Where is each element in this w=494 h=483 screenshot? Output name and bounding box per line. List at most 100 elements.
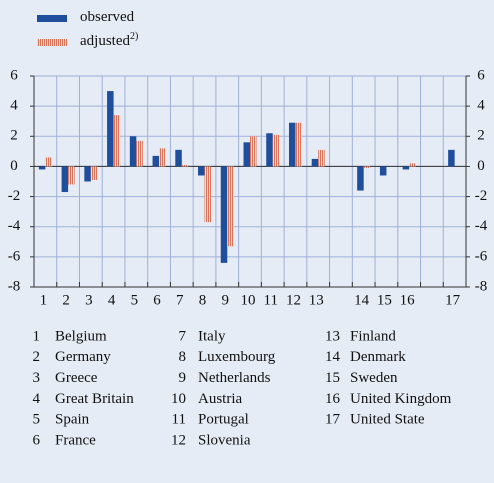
bar — [318, 149, 325, 167]
key-number: 11 — [172, 412, 186, 428]
key-number: 10 — [171, 391, 186, 407]
y-tick-label: -8 — [8, 278, 21, 294]
bar — [136, 140, 143, 167]
key-name: Italy — [198, 328, 226, 344]
x-tick-label: 10 — [241, 292, 256, 308]
key-name: France — [55, 432, 96, 448]
bar — [107, 91, 114, 167]
key-number: 17 — [325, 412, 341, 428]
bar — [357, 166, 364, 191]
key-name: Austria — [198, 391, 243, 407]
y-tick-label: 2 — [10, 128, 18, 144]
key-name: Finland — [350, 328, 396, 344]
key-number: 12 — [171, 432, 186, 448]
bar — [243, 142, 250, 167]
bar — [409, 163, 416, 167]
x-tick-label: 4 — [108, 292, 116, 308]
y2-tick-label: -8 — [475, 278, 488, 294]
bar — [288, 122, 296, 167]
bar — [448, 149, 455, 167]
x-tick-label: 5 — [131, 292, 139, 308]
bar — [272, 134, 280, 167]
y2-tick-label: -2 — [475, 188, 488, 204]
key-name: Netherlands — [198, 370, 271, 386]
key-number: 4 — [33, 391, 41, 407]
bar — [363, 166, 371, 168]
x-tick-label: 15 — [377, 292, 392, 308]
y2-tick-label: 6 — [477, 67, 485, 83]
key-name: Sweden — [350, 370, 398, 386]
legend-label-text: observed — [80, 9, 135, 25]
key-name: Luxembourg — [198, 349, 276, 365]
x-tick-label: 1 — [40, 292, 48, 308]
key-number: 5 — [33, 412, 41, 428]
legend-swatch — [37, 39, 67, 46]
key-number: 2 — [33, 349, 41, 365]
x-tick-label: 13 — [309, 292, 324, 308]
x-tick-label: 8 — [199, 292, 207, 308]
key-name: Denmark — [350, 349, 406, 365]
y2-tick-label: 2 — [477, 128, 485, 144]
bar — [204, 166, 212, 223]
key-number: 9 — [179, 370, 187, 386]
x-tick-label: 7 — [176, 292, 184, 308]
y-tick-label: 0 — [10, 158, 18, 174]
legend-note: 2) — [130, 31, 138, 42]
legend-label: adjusted2) — [80, 31, 138, 49]
x-tick-label: 6 — [153, 292, 161, 308]
key-number: 3 — [33, 370, 41, 386]
bar — [175, 149, 182, 167]
bar — [129, 136, 137, 167]
bar — [198, 166, 205, 176]
x-tick-label: 2 — [62, 292, 70, 308]
x-tick-label: 3 — [85, 292, 93, 308]
key-name: Portugal — [198, 412, 249, 428]
x-tick-label: 12 — [286, 292, 301, 308]
bar — [311, 158, 319, 167]
x-tick-label: 14 — [354, 292, 370, 308]
y-tick-label: -2 — [8, 188, 21, 204]
bar — [295, 122, 302, 167]
bar — [227, 166, 234, 247]
key-number: 14 — [325, 349, 341, 365]
bar — [379, 166, 387, 176]
y-tick-label: -6 — [8, 248, 21, 264]
x-tick-label: 9 — [222, 292, 230, 308]
key-number: 6 — [33, 432, 41, 448]
key-name: Slovenia — [198, 432, 251, 448]
key-name: Greece — [55, 370, 98, 386]
bar — [45, 157, 52, 167]
key-name: Germany — [55, 349, 111, 365]
x-tick-label: 17 — [445, 292, 461, 308]
bar — [152, 155, 160, 167]
bar — [84, 166, 91, 182]
y-tick-label: -4 — [8, 218, 21, 234]
key-number: 13 — [325, 328, 340, 344]
y2-tick-label: -6 — [475, 248, 488, 264]
key-number: 16 — [325, 391, 341, 407]
key-number: 15 — [325, 370, 340, 386]
bar — [181, 164, 189, 167]
bar — [61, 166, 69, 193]
bar — [38, 166, 46, 170]
bar — [68, 166, 75, 185]
legend-label: observed — [80, 9, 135, 25]
legend-swatch — [37, 15, 67, 22]
x-tick-label: 16 — [400, 292, 416, 308]
y-tick-label: 4 — [10, 98, 18, 114]
key-number: 8 — [179, 349, 187, 365]
key-name: United State — [350, 412, 425, 428]
bar — [220, 166, 228, 263]
legend-label-text: adjusted — [80, 33, 130, 49]
bar — [250, 136, 257, 167]
y2-tick-label: -4 — [475, 218, 488, 234]
y2-tick-label: 0 — [477, 158, 485, 174]
key-name: United Kingdom — [350, 391, 452, 407]
x-tick-label: 11 — [264, 292, 278, 308]
bar — [402, 166, 410, 170]
bar — [266, 133, 273, 167]
key-number: 7 — [179, 328, 187, 344]
